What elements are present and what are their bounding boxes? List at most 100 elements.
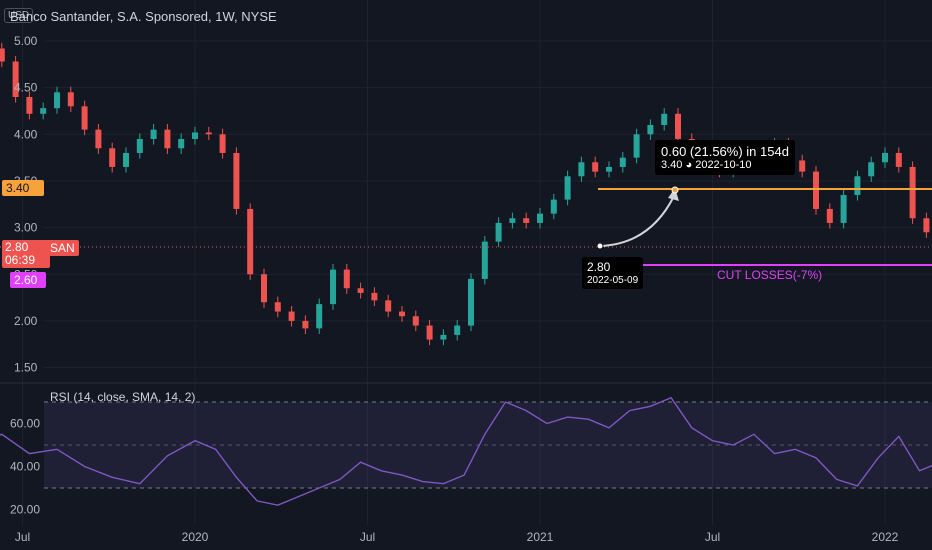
time-tick-label: 2022: [872, 530, 899, 544]
candle-body: [357, 288, 364, 293]
time-tick-label: 2020: [182, 530, 209, 544]
candle-body: [330, 269, 336, 305]
time-axis-ticks: Jul2020Jul2021Jul2022Jun2023Jun2024: [15, 530, 899, 544]
rsi-tick-label: 60.00: [10, 417, 40, 431]
candle-body: [895, 152, 902, 167]
clock-icon: ◕: [685, 159, 693, 171]
rsi-legend: RSI (14, close, SMA, 14, 2): [50, 390, 196, 404]
candle-body: [95, 129, 102, 149]
candle-body: [192, 132, 198, 139]
candlestick-series: [0, 42, 930, 346]
candle-body: [923, 218, 930, 233]
price-tick-label: 5.00: [14, 34, 38, 48]
grid-lines: [22, 0, 932, 525]
candle-body: [909, 166, 916, 219]
candle-body: [826, 208, 833, 223]
candle-body: [261, 274, 267, 303]
stop-loss-label: CUT LOSSES(-7%): [717, 268, 823, 282]
last-price-value: 2.80: [5, 240, 29, 254]
candle-body: [316, 304, 323, 329]
bar-countdown: 06:39: [5, 253, 36, 267]
time-tick-label: 2021: [527, 530, 554, 544]
price-tick-label: 4.00: [14, 127, 38, 141]
candle-body: [633, 134, 640, 158]
price-tick-label: 4.50: [14, 81, 38, 95]
price-levels: [0, 186, 932, 266]
price-axis-ticks: 5.004.504.003.503.002.502.001.50: [14, 34, 38, 375]
price-tick-label: 2.00: [14, 314, 38, 328]
candle-body: [468, 278, 474, 326]
rsi-line: [0, 396, 932, 506]
candle-body: [136, 138, 143, 153]
candle-body: [647, 124, 654, 135]
candle-body: [67, 92, 74, 107]
candle-body: [564, 176, 571, 200]
projection-tooltip: 0.60 (21.56%) in 154d 3.40 ◕ 2022-10-10: [655, 140, 795, 175]
candle-body: [399, 311, 405, 317]
rsi-pane: [0, 396, 932, 506]
time-tick-label: Jul: [15, 530, 30, 544]
candle-body: [81, 106, 88, 130]
projection-target-date: 2022-10-10: [695, 159, 752, 171]
candle-body: [233, 152, 240, 209]
projection-target-price: 3.40: [661, 159, 683, 171]
candle-body: [578, 162, 585, 177]
candle-body: [123, 152, 129, 167]
candle-body: [592, 162, 599, 172]
time-tick-label: Jul: [360, 530, 375, 544]
candle-body: [509, 218, 516, 223]
projection-end-point: [671, 186, 679, 194]
candle-body: [868, 162, 875, 177]
rsi-tick-label: 20.00: [10, 503, 40, 517]
candle-body: [205, 132, 212, 135]
candle-body: [0, 48, 5, 62]
candle-body: [40, 108, 47, 114]
projection-start-point: [596, 242, 604, 250]
projection-headline: 0.60 (21.56%) in 154d: [661, 144, 789, 159]
candle-body: [12, 61, 19, 97]
start-tooltip: 2.80 2022-05-09: [582, 257, 644, 289]
candle-body: [550, 199, 557, 214]
stop-price-tag: 2.60: [10, 272, 46, 288]
candle-body: [371, 292, 378, 301]
symbol-tag: SAN: [46, 240, 79, 256]
candle-body: [495, 222, 502, 242]
candle-body: [813, 171, 819, 209]
time-tick-label: Jul: [705, 530, 720, 544]
start-price: 2.80: [587, 260, 611, 274]
candle-body: [274, 302, 281, 312]
rsi-axis-ticks: 60.00 40.00 20.00: [10, 417, 40, 517]
candle-body: [302, 320, 309, 329]
price-tick-label: 1.50: [14, 361, 38, 375]
candle-body: [385, 300, 392, 312]
candle-body: [619, 157, 626, 167]
start-date: 2022-05-09: [587, 275, 639, 286]
candle-body: [675, 113, 681, 139]
projection-arrow: [599, 195, 675, 247]
candle-body: [288, 311, 295, 321]
last-price-tag: 2.80 06:39: [2, 240, 50, 268]
candle-body: [882, 152, 888, 163]
candle-body: [247, 208, 254, 275]
currency-badge[interactable]: USD: [4, 8, 34, 23]
candle-body: [537, 213, 543, 223]
candle-body: [799, 160, 806, 172]
candle-body: [54, 92, 60, 109]
candle-body: [26, 96, 33, 114]
projection-arrowhead: [668, 188, 679, 201]
candle-body: [150, 129, 157, 139]
candle-body: [109, 148, 116, 167]
candle-body: [219, 134, 226, 153]
candle-body: [523, 218, 530, 223]
candle-body: [606, 166, 612, 172]
chart-title: Banco Santander, S.A. Sponsored, 1W, NYS…: [10, 9, 277, 24]
candle-body: [854, 176, 861, 195]
candle-body: [481, 241, 488, 279]
candle-body: [454, 325, 461, 335]
rsi-tick-label: 40.00: [10, 460, 40, 474]
candle-body: [343, 269, 350, 289]
candle-body: [840, 194, 847, 223]
price-tick-label: 3.00: [14, 221, 38, 235]
candle-body: [164, 129, 171, 149]
